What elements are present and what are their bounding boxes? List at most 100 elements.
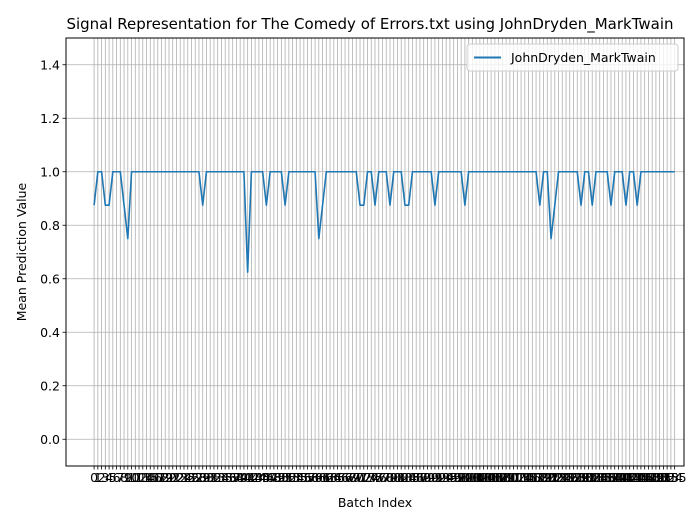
x-tick-label: 62 xyxy=(318,470,334,485)
x-tick-label: 126 xyxy=(554,470,578,485)
legend: JohnDryden_MarkTwain xyxy=(466,43,679,72)
x-tick-label: 85 xyxy=(405,470,421,485)
x-tick-label: 2 xyxy=(98,470,106,485)
x-tick-label: 151 xyxy=(648,470,672,485)
x-tick-label: 120 xyxy=(532,470,556,485)
x-tick-label: 61 xyxy=(315,470,331,485)
x-tick-label: 90 xyxy=(423,470,439,485)
x-tick-label: 24 xyxy=(176,470,192,485)
x-tick-label: 78 xyxy=(378,470,394,485)
x-tick-label: 48 xyxy=(266,470,282,485)
x-tick-label: 25 xyxy=(180,470,196,485)
series-lines xyxy=(93,170,675,273)
x-tick-label: 56 xyxy=(296,470,312,485)
y-axis-ticks: 0.0 0.2 0.4 0.6 0.8 1.0 1.2 1.4 xyxy=(40,57,66,447)
y-tick-label: 0.4 xyxy=(40,325,60,340)
x-tick-label: 13 xyxy=(135,470,151,485)
x-tick-label: 92 xyxy=(431,470,447,485)
x-tick-label: 139 xyxy=(603,470,627,485)
x-tick-label: 58 xyxy=(303,470,319,485)
x-tick-label: 104 xyxy=(472,470,496,485)
x-tick-label: 154 xyxy=(659,470,683,485)
x-tick-label: 110 xyxy=(494,470,518,485)
x-tick-label: 88 xyxy=(416,470,432,485)
x-tick-label: 34 xyxy=(213,470,229,485)
x-tick-label: 153 xyxy=(655,470,679,485)
x-tick-label: 130 xyxy=(569,470,593,485)
x-tick-label: 44 xyxy=(251,470,267,485)
x-tick-label: 107 xyxy=(483,470,507,485)
x-tick-label: 49 xyxy=(270,470,286,485)
x-tick-label: 60 xyxy=(311,470,327,485)
x-tick-label: 10 xyxy=(124,470,140,485)
x-tick-label: 103 xyxy=(468,470,492,485)
x-tick-label: 99 xyxy=(457,470,473,485)
x-tick-label: 79 xyxy=(382,470,398,485)
x-tick-label: 146 xyxy=(629,470,653,485)
x-tick-label: 96 xyxy=(446,470,462,485)
x-tick-label: 140 xyxy=(607,470,631,485)
x-tick-label: 50 xyxy=(273,470,289,485)
x-tick-label: 152 xyxy=(651,470,675,485)
x-tick-label: 138 xyxy=(599,470,623,485)
x-tick-label: 129 xyxy=(565,470,589,485)
chart-title: Signal Representation for The Comedy of … xyxy=(66,15,673,34)
x-tick-label: 4 xyxy=(105,470,113,485)
x-tick-label: 131 xyxy=(573,470,597,485)
x-tick-label: 3 xyxy=(101,470,109,485)
x-tick-label: 20 xyxy=(161,470,177,485)
x-tick-label: 124 xyxy=(547,470,571,485)
x-tick-label: 7 xyxy=(116,470,124,485)
x-tick-label: 111 xyxy=(498,470,522,485)
x-tick-label: 40 xyxy=(236,470,252,485)
x-tick-label: 23 xyxy=(172,470,188,485)
x-tick-label: 148 xyxy=(636,470,660,485)
x-tick-label: 117 xyxy=(520,470,544,485)
x-tick-label: 123 xyxy=(543,470,567,485)
x-tick-label: 115 xyxy=(513,470,537,485)
x-tick-label: 14 xyxy=(139,470,155,485)
plot-area xyxy=(65,37,685,467)
x-tick-label: 100 xyxy=(457,470,481,485)
x-tick-label: 81 xyxy=(390,470,406,485)
x-tick-label: 53 xyxy=(285,470,301,485)
x-tick-label: 54 xyxy=(288,470,304,485)
x-tick-label: 118 xyxy=(524,470,548,485)
x-axis-label: Batch Index xyxy=(338,495,412,510)
x-tick-label: 69 xyxy=(345,470,361,485)
x-tick-label: 72 xyxy=(356,470,372,485)
x-tick-label: 45 xyxy=(255,470,271,485)
x-tick-label: 80 xyxy=(386,470,402,485)
x-tick-label: 21 xyxy=(165,470,181,485)
x-tick-label: 71 xyxy=(352,470,368,485)
x-tick-label: 91 xyxy=(427,470,443,485)
x-tick-label: 84 xyxy=(401,470,417,485)
x-tick-label: 97 xyxy=(449,470,465,485)
x-tick-label: 42 xyxy=(243,470,259,485)
x-tick-label: 27 xyxy=(187,470,203,485)
x-tick-label: 47 xyxy=(262,470,278,485)
x-tick-label: 143 xyxy=(618,470,642,485)
x-tick-label: 98 xyxy=(453,470,469,485)
y-tick-label: 0.6 xyxy=(40,271,60,286)
x-tick-label: 89 xyxy=(419,470,435,485)
x-tick-label: 33 xyxy=(210,470,226,485)
x-tick-label: 155 xyxy=(663,470,687,485)
x-tick-label: 66 xyxy=(333,470,349,485)
x-tick-label: 29 xyxy=(195,470,211,485)
y-tick-label: 0.0 xyxy=(40,432,60,447)
y-tick-label: 1.0 xyxy=(40,164,60,179)
x-tick-label: 43 xyxy=(247,470,263,485)
x-tick-label: 26 xyxy=(184,470,200,485)
x-tick-label: 82 xyxy=(393,470,409,485)
x-tick-label: 36 xyxy=(221,470,237,485)
x-tick-label: 68 xyxy=(341,470,357,485)
x-tick-label: 122 xyxy=(539,470,563,485)
series-line xyxy=(93,170,675,273)
x-tick-label: 64 xyxy=(326,470,342,485)
x-tick-label: 18 xyxy=(154,470,170,485)
x-tick-label: 150 xyxy=(644,470,668,485)
x-tick-label: 145 xyxy=(625,470,649,485)
x-tick-label: 35 xyxy=(217,470,233,485)
